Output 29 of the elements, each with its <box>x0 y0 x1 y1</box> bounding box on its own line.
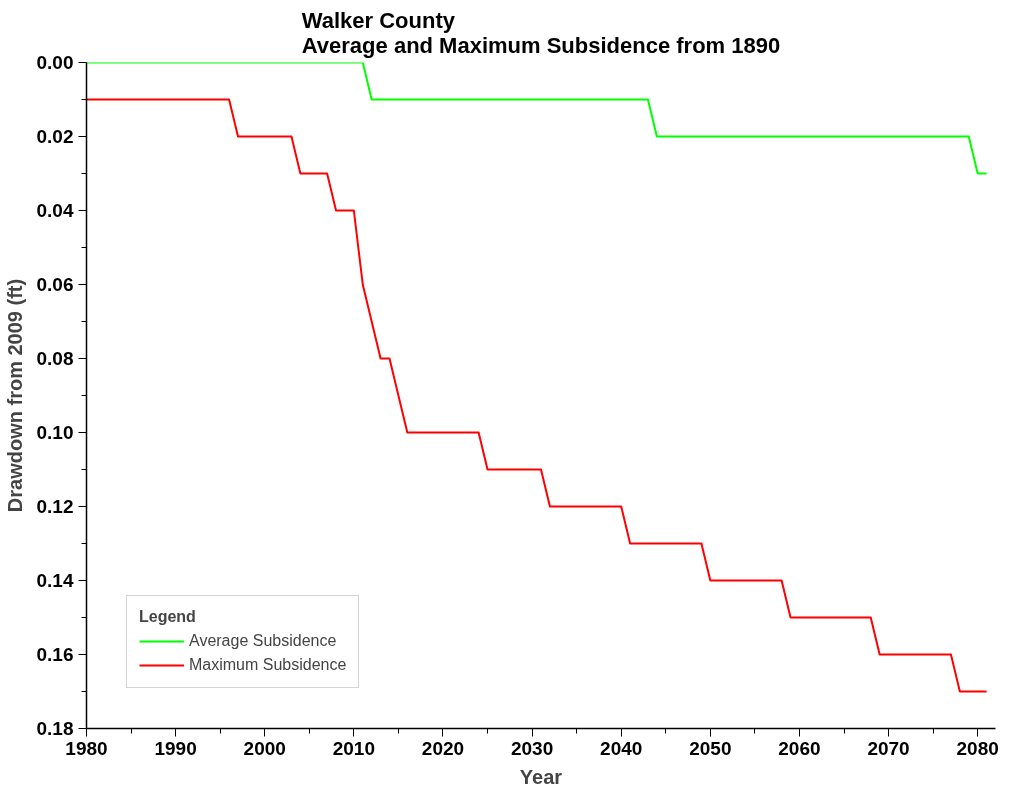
legend-title: Legend <box>139 608 197 626</box>
x-axis-title: Year <box>519 765 563 788</box>
y-tick-label: 0.18 <box>36 718 74 739</box>
line-series <box>86 98 988 693</box>
y-tick-label: 0.14 <box>36 570 74 591</box>
y-axis-title: Drawdown from 2009 (ft) <box>3 278 26 513</box>
legend-label: Maximum Subsidence <box>189 656 347 674</box>
x-tick-label: 2010 <box>332 737 375 759</box>
y-tick-label: 0.08 <box>36 348 74 369</box>
x-tick-label: 2000 <box>243 737 286 759</box>
y-tick-label: 0.06 <box>36 274 74 295</box>
x-tick-label: 2030 <box>510 737 554 759</box>
x-tick-label: 2070 <box>867 737 910 759</box>
x-tick-label: 2040 <box>600 737 643 759</box>
x-tick-label: 1980 <box>65 737 108 759</box>
legend-label: Average Subsidence <box>189 632 337 650</box>
y-tick-label: 0.02 <box>36 126 74 147</box>
x-tick-label: 2080 <box>956 737 999 759</box>
y-tick-label: 0.00 <box>36 52 74 73</box>
x-tick-label: 2020 <box>421 737 465 759</box>
x-tick-label: 1990 <box>154 737 197 759</box>
y-tick-label: 0.16 <box>36 644 74 665</box>
line-series <box>86 62 988 175</box>
x-tick-label: 2050 <box>689 737 732 759</box>
y-tick-label: 0.12 <box>36 496 74 517</box>
y-tick-label: 0.04 <box>36 200 74 221</box>
x-tick-label: 2060 <box>778 737 821 759</box>
chart-title: Walker County Average and Maximum Subsidence from 1890 <box>301 7 781 58</box>
y-tick-label: 0.10 <box>36 422 74 443</box>
